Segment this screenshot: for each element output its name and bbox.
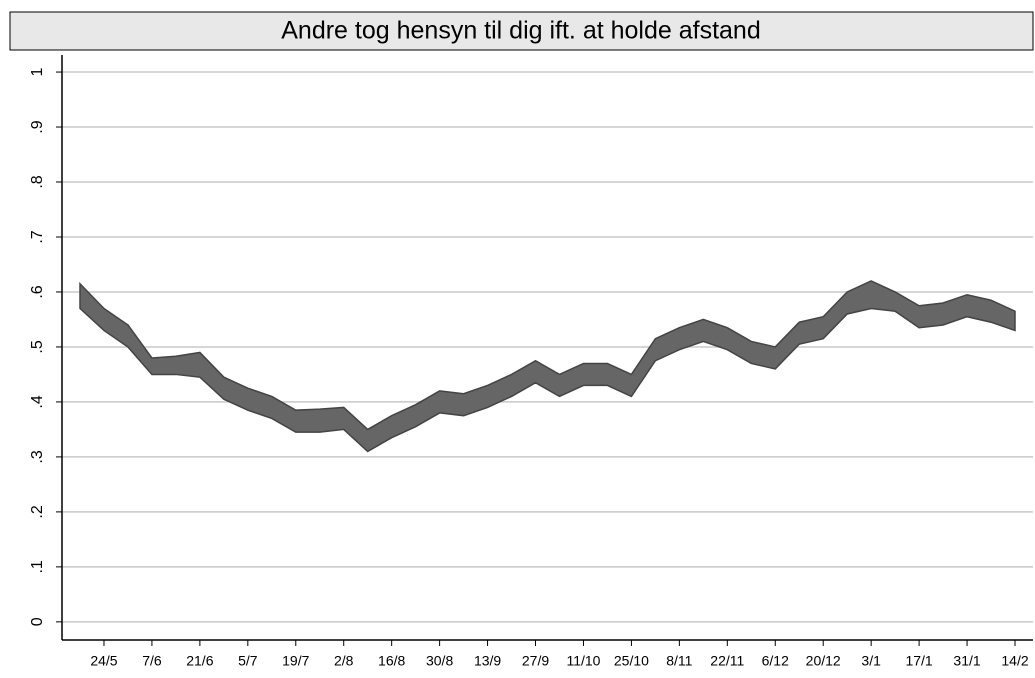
x-tick-label: 13/9 xyxy=(474,653,501,669)
x-tick-label: 25/10 xyxy=(614,653,649,669)
y-tick-label: .6 xyxy=(29,285,46,298)
y-tick-label: 0 xyxy=(29,617,46,626)
title-box xyxy=(9,11,1034,51)
y-tick-label: .4 xyxy=(29,395,46,408)
x-tick-label: 22/11 xyxy=(710,653,744,669)
confidence-band xyxy=(79,280,1016,453)
x-tick-label: 24/5 xyxy=(90,653,117,669)
x-tick-label: 27/9 xyxy=(522,653,549,669)
y-tick-label: .5 xyxy=(29,340,46,353)
x-tick-label: 8/11 xyxy=(666,653,692,669)
x-tick-label: 31/1 xyxy=(953,653,980,669)
y-tick-label: .3 xyxy=(29,450,46,463)
x-tick-label: 17/1 xyxy=(905,653,932,669)
x-tick-label: 14/2 xyxy=(1001,653,1028,669)
y-tick-label: .2 xyxy=(29,505,46,518)
x-tick-label: 30/8 xyxy=(426,653,453,669)
x-tick-label: 3/1 xyxy=(861,653,881,669)
x-tick-label: 19/7 xyxy=(282,653,309,669)
x-tick-label: 11/10 xyxy=(566,653,600,669)
x-tick-label: 20/12 xyxy=(806,653,841,669)
y-tick-label: .9 xyxy=(29,120,46,133)
x-tick-label: 21/6 xyxy=(186,653,213,669)
x-tick-label: 6/12 xyxy=(762,653,789,669)
y-tick-label: .8 xyxy=(29,175,46,188)
x-tick-label: 16/8 xyxy=(378,653,405,669)
y-tick-label: 1 xyxy=(29,67,46,76)
x-tick-label: 5/7 xyxy=(238,653,258,669)
y-tick-label: .7 xyxy=(29,230,46,243)
x-tick-label: 2/8 xyxy=(334,653,354,669)
x-tick-label: 7/6 xyxy=(142,653,162,669)
chart-title: Andre tog hensyn til dig ift. at holde a… xyxy=(281,17,760,45)
y-tick-label: .1 xyxy=(29,560,46,573)
